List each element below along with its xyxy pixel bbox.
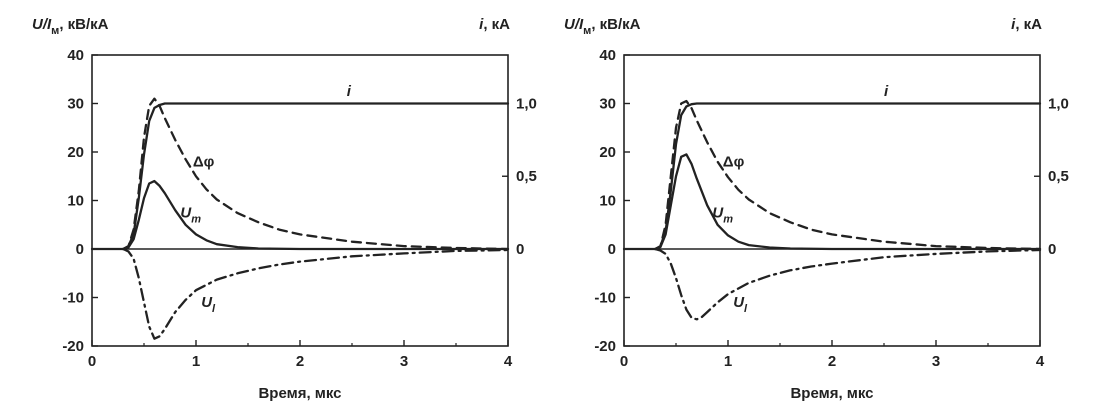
series-line-dphi <box>654 99 1042 251</box>
curve-label: Ul <box>733 294 748 315</box>
x-tick-label: 0 <box>88 353 96 370</box>
y-left-tick-label: 20 <box>599 144 616 161</box>
series-line-i <box>90 102 510 251</box>
y-right-axis-title-main: i <box>479 16 484 33</box>
y-right-tick-label: 0,5 <box>516 168 537 185</box>
y-left-axis-title-tail: , кВ/кА <box>591 16 640 33</box>
y-right-tick-label: 1,0 <box>516 95 537 112</box>
x-tick-label: 2 <box>296 353 304 370</box>
curve-label-sub: l <box>744 303 748 315</box>
series-line-i <box>622 102 1042 251</box>
y-left-tick-label: 20 <box>67 144 84 161</box>
y-right-axis-title: i, кА <box>1011 16 1042 33</box>
series-line-ul <box>122 247 510 340</box>
x-tick-label: 1 <box>192 353 200 370</box>
chart-right: 0 1 2 3 4 40 30 20 10 0 -10 -20 1,0 0,5 0 Время, мкс U/I… <box>564 16 1069 402</box>
curve-label-text: U <box>201 294 213 311</box>
y-left-axis-title-main: U/I <box>32 16 52 33</box>
y-left-tick-label: 40 <box>67 47 84 64</box>
y-left-axis-title-tail: , кВ/кА <box>59 16 108 33</box>
chart-left: 0 1 2 3 4 40 30 20 10 0 -10 -20 1,0 0,5 0 Время, мкс U/I… <box>32 16 537 402</box>
y-left-axis-title-sub: м <box>583 25 591 37</box>
x-axis-title: Время, мкс <box>790 385 873 402</box>
curve-label-text: Δφ <box>193 154 215 171</box>
y-left-axis-title: U/Iм, кВ/кА <box>32 16 109 37</box>
curve-label: Δφ <box>723 154 745 171</box>
x-tick-label: 3 <box>932 353 940 370</box>
curve-label: i <box>347 83 352 100</box>
y-left-tick-label: -10 <box>594 290 616 307</box>
y-left-tick-label: -10 <box>62 290 84 307</box>
curve-label: Uт <box>180 204 201 225</box>
curve-label: Uт <box>712 204 733 225</box>
x-tick-label: 0 <box>620 353 628 370</box>
series-line-ut <box>654 153 1042 251</box>
curve-label-sub: т <box>723 213 733 225</box>
x-tick-label: 2 <box>828 353 836 370</box>
curve-label-text: Δφ <box>723 154 745 171</box>
curve-label: i <box>884 83 889 100</box>
y-right-tick-label: 0,5 <box>1048 168 1069 185</box>
y-right-tick-label: 1,0 <box>1048 95 1069 112</box>
curve-label: Ul <box>201 294 216 315</box>
y-left-tick-label: 30 <box>599 96 616 113</box>
y-left-tick-label: 0 <box>76 241 84 258</box>
y-left-tick-label: 10 <box>599 193 616 210</box>
y-right-axis-title-tail: , кА <box>483 16 510 33</box>
y-left-tick-label: 30 <box>67 96 84 113</box>
series-line-ut <box>122 179 510 251</box>
y-right-axis-title-tail: , кА <box>1015 16 1042 33</box>
series-line-ul <box>654 247 1042 321</box>
curve-label: Δφ <box>193 154 215 171</box>
x-tick-label: 4 <box>504 353 513 370</box>
curve-label-sub: l <box>212 303 216 315</box>
y-left-tick-label: 10 <box>67 193 84 210</box>
y-left-axis-title-main: U/I <box>564 16 584 33</box>
y-right-axis-title-main: i <box>1011 16 1016 33</box>
x-tick-label: 3 <box>400 353 408 370</box>
y-left-tick-label: 40 <box>599 47 616 64</box>
y-left-axis-title-sub: м <box>51 25 59 37</box>
x-tick-label: 4 <box>1036 353 1045 370</box>
y-left-axis-title: U/Iм, кВ/кА <box>564 16 641 37</box>
y-right-tick-label: 0 <box>1048 241 1056 258</box>
curve-label-sub: т <box>191 213 201 225</box>
curve-label-text: U <box>733 294 745 311</box>
curve-label-text: i <box>884 83 889 100</box>
curve-label-text: i <box>347 83 352 100</box>
curve-label-text: U <box>712 204 724 221</box>
series-line-dphi <box>122 97 510 251</box>
y-right-axis-title: i, кА <box>479 16 510 33</box>
curve-label-text: U <box>180 204 192 221</box>
x-tick-label: 1 <box>724 353 732 370</box>
y-right-tick-label: 0 <box>516 241 524 258</box>
x-axis-title: Время, мкс <box>258 385 341 402</box>
y-left-tick-label: -20 <box>594 338 616 355</box>
y-left-tick-label: 0 <box>608 241 616 258</box>
plot-frame <box>623 54 1041 347</box>
y-left-tick-label: -20 <box>62 338 84 355</box>
